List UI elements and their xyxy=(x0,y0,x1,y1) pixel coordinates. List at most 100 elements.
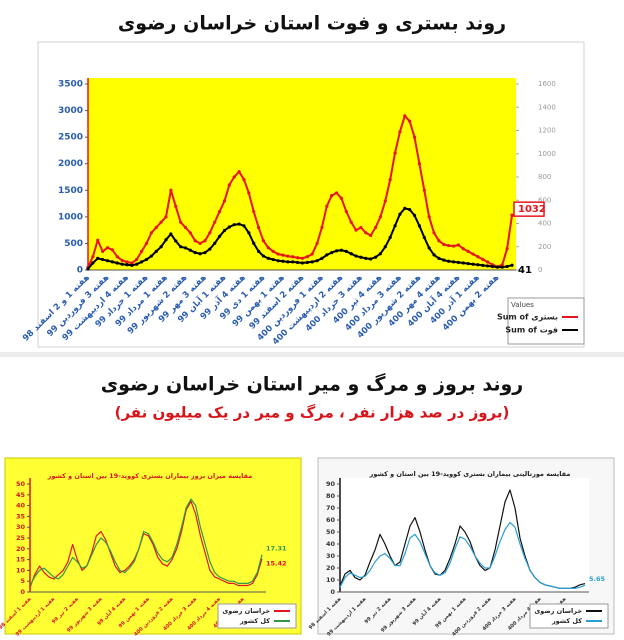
point xyxy=(164,215,168,219)
point xyxy=(281,253,285,257)
point xyxy=(500,265,504,269)
section-title: روند بروز و مرگ و میر استان خراسان رضوی xyxy=(101,373,523,396)
point xyxy=(315,241,319,246)
point xyxy=(369,233,373,238)
legend-label: خراسان رضوی xyxy=(534,607,582,615)
point xyxy=(466,262,470,266)
point xyxy=(120,262,124,266)
point xyxy=(339,196,344,200)
point xyxy=(510,213,514,217)
point xyxy=(398,212,402,216)
point xyxy=(286,260,290,264)
series-line xyxy=(29,500,263,588)
point xyxy=(188,231,192,235)
point xyxy=(461,247,465,251)
point xyxy=(422,188,426,192)
point xyxy=(266,256,270,260)
point xyxy=(252,241,256,245)
y-tick-label: 10 xyxy=(16,566,26,574)
point xyxy=(339,248,344,252)
point xyxy=(115,261,119,265)
point xyxy=(86,267,90,271)
label-box xyxy=(513,201,545,217)
point xyxy=(495,265,499,269)
point xyxy=(471,262,475,266)
point xyxy=(154,249,158,253)
point xyxy=(447,243,451,248)
point xyxy=(130,261,134,265)
chart-title: روند بستری و فوت استان خراسان رضوی xyxy=(118,13,506,35)
point xyxy=(242,178,246,182)
point xyxy=(252,209,256,214)
point xyxy=(369,257,373,261)
point xyxy=(388,178,392,182)
point xyxy=(427,246,431,250)
plot-area xyxy=(340,478,589,592)
chart-title: مقایسه مورتالیتی بیماران بستری کووید-19 … xyxy=(369,470,571,478)
point xyxy=(105,259,110,263)
point xyxy=(427,215,431,219)
point xyxy=(198,241,202,246)
point xyxy=(144,241,149,246)
point xyxy=(169,232,173,236)
point xyxy=(417,224,422,228)
point xyxy=(388,235,392,240)
point xyxy=(232,175,236,179)
point xyxy=(481,257,485,261)
y-tick-label: 60 xyxy=(326,516,336,524)
point xyxy=(135,257,139,261)
point xyxy=(203,239,207,243)
y-tick-label: 50 xyxy=(16,480,26,488)
y-tick-label: 5 xyxy=(20,577,25,585)
y-tick-label: 10 xyxy=(326,576,336,584)
point xyxy=(183,246,188,250)
point xyxy=(227,183,231,187)
y-tick-label: 0 xyxy=(20,588,25,596)
point xyxy=(140,260,144,264)
point xyxy=(432,231,436,235)
y-tick-label: 30 xyxy=(16,523,26,531)
point xyxy=(120,258,124,263)
point xyxy=(198,252,202,256)
legend-label: Sum of بستری xyxy=(497,313,558,322)
point xyxy=(364,256,368,260)
point xyxy=(159,220,163,224)
point xyxy=(130,263,134,267)
point xyxy=(232,223,236,227)
y-tick-label: 80 xyxy=(326,492,336,500)
point xyxy=(437,256,441,260)
point xyxy=(408,119,412,123)
legend-label: کل کشور xyxy=(551,617,582,625)
y-tick-label: 0 xyxy=(77,266,83,276)
series-line xyxy=(339,521,586,589)
y-tick-label: 2500 xyxy=(58,133,83,143)
point xyxy=(125,260,129,264)
point xyxy=(174,204,178,208)
y-tick-label: 0 xyxy=(330,588,335,596)
y2-tick-label: 1600 xyxy=(538,80,556,88)
y-tick-label: 20 xyxy=(326,564,336,572)
point xyxy=(105,246,110,250)
point xyxy=(505,264,509,269)
point xyxy=(91,255,95,259)
series-line xyxy=(87,114,513,268)
y-tick-label: 3000 xyxy=(58,106,83,116)
point xyxy=(101,249,105,253)
point xyxy=(135,262,139,266)
y2-tick-label: 1400 xyxy=(538,103,556,111)
point xyxy=(178,245,183,249)
point xyxy=(442,242,446,247)
point xyxy=(217,209,222,214)
point xyxy=(349,252,353,256)
chart-title: مقایسه میزان بروز بیماران بستری کووید-19… xyxy=(47,472,253,480)
point xyxy=(461,261,465,265)
point xyxy=(447,259,451,263)
point xyxy=(193,250,197,255)
point xyxy=(378,215,383,219)
point xyxy=(222,228,227,233)
point xyxy=(466,249,470,253)
point xyxy=(291,255,295,259)
y-tick-label: 40 xyxy=(16,502,26,510)
y-tick-label: 2000 xyxy=(58,159,83,169)
point xyxy=(325,204,329,208)
